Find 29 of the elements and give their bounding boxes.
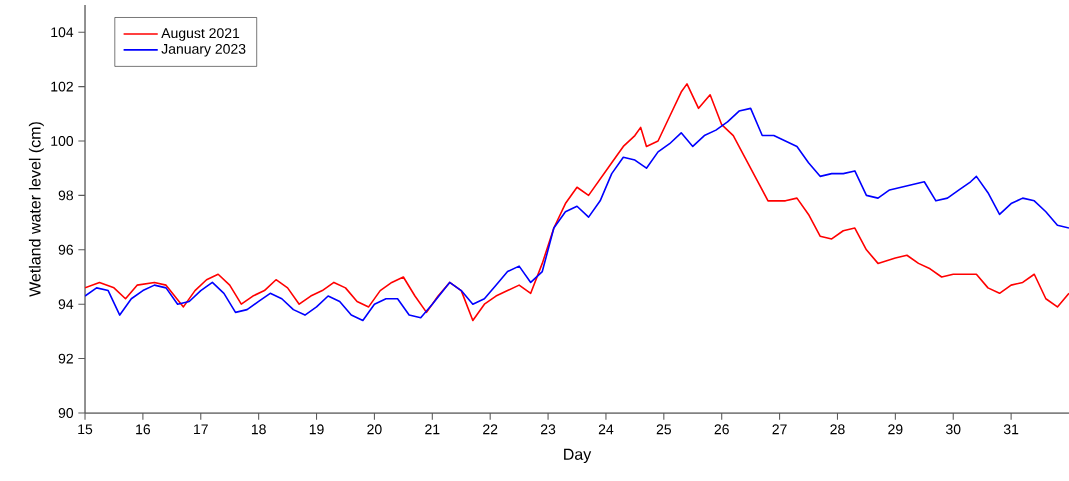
y-tick-label: 94 — [58, 299, 74, 310]
x-tick-label: 20 — [367, 424, 382, 435]
x-tick-label: 30 — [945, 424, 961, 435]
y-tick-label: 96 — [58, 244, 74, 255]
x-tick-label: 25 — [656, 424, 672, 435]
legend-label: January 2023 — [161, 43, 246, 57]
x-tick-label: 22 — [483, 424, 498, 435]
y-tick-label: 100 — [51, 136, 74, 146]
x-tick-label: 17 — [194, 424, 208, 434]
x-tick-label: 26 — [714, 424, 729, 435]
x-axis-title: Day — [564, 448, 592, 464]
x-tick-label: 18 — [251, 424, 266, 435]
y-axis-title: Wetland water level (cm) — [28, 122, 44, 297]
x-tick-label: 27 — [772, 424, 787, 435]
y-tick-label: 104 — [51, 27, 74, 38]
y-tick-label: 92 — [58, 353, 73, 364]
x-tick-label: 15 — [78, 424, 93, 435]
x-tick-label: 31 — [1003, 424, 1019, 435]
legend-label: August 2021 — [161, 28, 240, 41]
y-tick-label: 102 — [51, 81, 73, 92]
y-tick-label: 90 — [58, 408, 74, 418]
x-tick-label: 28 — [830, 424, 845, 435]
y-tick-label: 98 — [58, 190, 74, 201]
x-tick-label: 23 — [540, 424, 556, 435]
x-tick-label: 24 — [598, 424, 614, 435]
x-tick-label: 19 — [309, 424, 324, 435]
x-tick-label: 29 — [888, 424, 903, 435]
x-tick-label: 16 — [136, 424, 151, 435]
x-tick-label: 21 — [425, 424, 440, 435]
